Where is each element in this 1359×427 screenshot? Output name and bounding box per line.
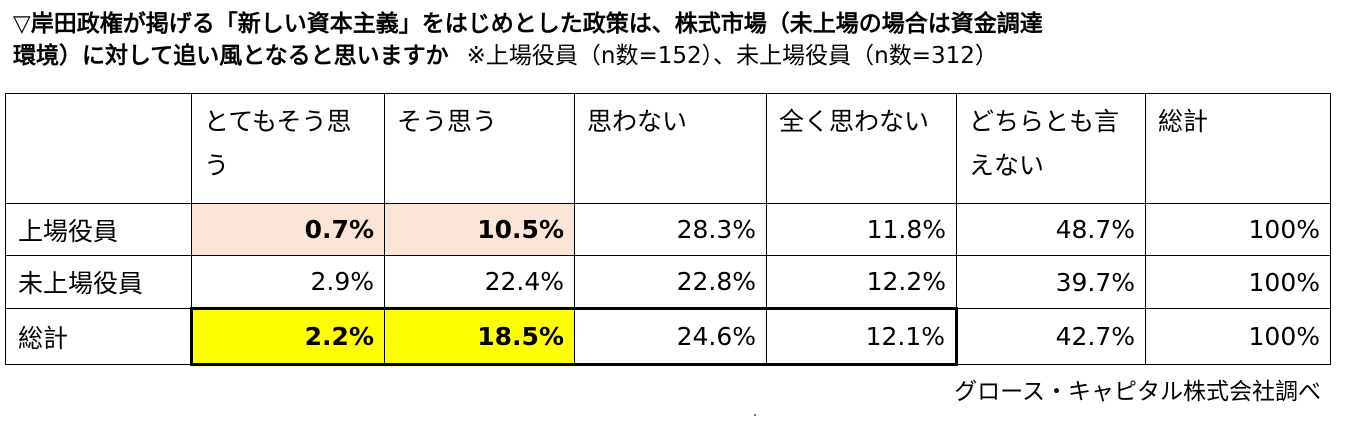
table-cell: 24.6% — [574, 307, 767, 366]
table-cell: 28.3% — [574, 203, 767, 256]
source-credit: グロース・キャピタル株式会社調べ — [954, 379, 1321, 405]
table-cell: 100% — [1145, 308, 1331, 365]
table-cell: 2.2% — [190, 307, 385, 366]
table-cell: 12.1% — [766, 307, 958, 366]
table-cell: 10.5% — [384, 203, 575, 256]
table-cell: 100% — [1145, 255, 1331, 309]
header-cell: どちらとも言えない — [956, 93, 1146, 204]
header-cell: 総計 — [1145, 93, 1331, 204]
header-cell: 全く思わない — [766, 93, 957, 204]
header-cell: そう思う — [384, 93, 575, 204]
row-label: 未上場役員 — [5, 255, 192, 309]
table-cell: 0.7% — [191, 203, 385, 256]
table-cell: 100% — [1145, 203, 1331, 256]
sample-size-note: ※上場役員（n数=152）、未上場役員（n数=312） — [466, 43, 998, 69]
header-cell: とてもそう思う — [191, 93, 385, 204]
header-cell: 思わない — [574, 93, 767, 204]
table-cell: 2.9% — [191, 255, 385, 309]
table-cell: 48.7% — [956, 203, 1146, 256]
stray-dot — [754, 414, 756, 416]
table-header-row: とてもそう思う そう思う 思わない 全く思わない どちらとも言えない 総計 — [5, 93, 1331, 204]
title-line-2-wrap: 環境）に対して追い風となると思いますか ※上場役員（n数=152）、未上場役員（n… — [13, 40, 1353, 72]
table-cell: 22.8% — [574, 255, 767, 309]
row-label: 総計 — [5, 308, 192, 365]
table-row: 上場役員 0.7% 10.5% 28.3% 11.8% 48.7% 100% — [5, 203, 1331, 256]
table-cell: 42.7% — [956, 308, 1146, 365]
survey-question-title: ▽岸田政権が掲げる「新しい資本主義」をはじめとした政策は、株式市場（未上場の場合… — [13, 8, 1353, 72]
survey-results-table: とてもそう思う そう思う 思わない 全く思わない どちらとも言えない 総計 上場… — [5, 93, 1331, 366]
table-row: 未上場役員 2.9% 22.4% 22.8% 12.2% 39.7% 100% — [5, 255, 1331, 309]
table-row: 総計 2.2% 18.5% 24.6% 12.1% 42.7% 100% — [5, 307, 1331, 366]
table-cell: 22.4% — [384, 255, 575, 309]
header-cell-empty — [5, 93, 192, 204]
title-line-1: ▽岸田政権が掲げる「新しい資本主義」をはじめとした政策は、株式市場（未上場の場合… — [13, 11, 1043, 37]
table-cell: 39.7% — [956, 255, 1146, 309]
table-cell: 12.2% — [766, 255, 957, 309]
table-cell: 18.5% — [384, 307, 575, 366]
table-cell: 11.8% — [766, 203, 957, 256]
row-label: 上場役員 — [5, 203, 192, 256]
title-line-2: 環境）に対して追い風となると思いますか — [13, 43, 449, 69]
